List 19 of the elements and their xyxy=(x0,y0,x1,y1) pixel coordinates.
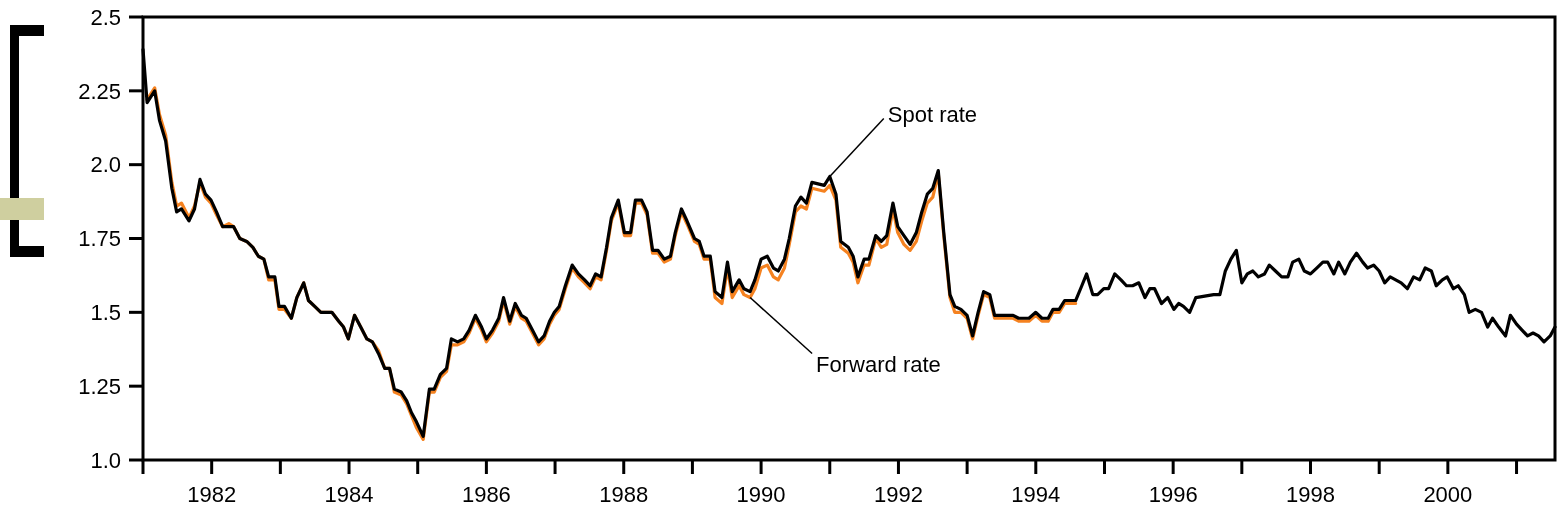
x-tick-label: 1998 xyxy=(1286,482,1335,507)
y-tick-label: 1.5 xyxy=(90,300,121,326)
y-tick-label: 2.5 xyxy=(90,4,121,30)
x-tick-label: 1984 xyxy=(324,482,374,507)
y-tick-label: 1.75 xyxy=(78,226,121,252)
annotation: Spot rate xyxy=(887,102,978,128)
y-tick-label: 2.25 xyxy=(78,78,121,104)
x-tick-label: 1982 xyxy=(187,482,237,507)
x-tick-label: 2000 xyxy=(1423,482,1473,507)
x-tick-label: 1990 xyxy=(736,482,786,507)
y-tick-label: 1.25 xyxy=(78,373,121,399)
x-tick-label: 1994 xyxy=(1011,482,1061,507)
x-tick-label: 1992 xyxy=(873,482,923,507)
y-tick-label: 1.0 xyxy=(90,447,121,473)
annotation: Forward rate xyxy=(816,351,941,377)
y-tick-label: 2.0 xyxy=(90,152,121,178)
x-tick-label: 1986 xyxy=(461,482,511,507)
x-tick-label: 1988 xyxy=(599,482,649,507)
x-tick-label: 1996 xyxy=(1148,482,1198,507)
